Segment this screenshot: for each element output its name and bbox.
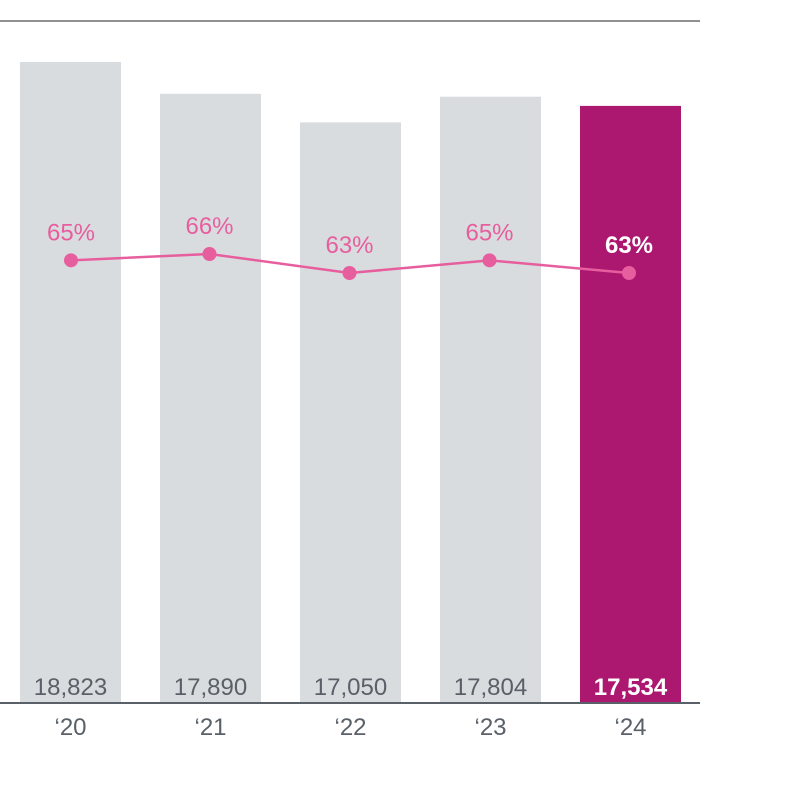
line-value-label-0: 65% bbox=[47, 219, 95, 246]
line-value-label-3: 65% bbox=[465, 219, 513, 246]
bar-value-label-3: 17,804 bbox=[454, 674, 527, 701]
x-tick-label-3: ‘23 bbox=[474, 714, 506, 741]
bar-0 bbox=[20, 62, 121, 703]
line-point-0 bbox=[64, 253, 78, 268]
line-layer bbox=[64, 247, 636, 280]
x-tick-label-2: ‘22 bbox=[334, 714, 366, 741]
labels-layer: 18,823 17,890 17,050 17,804 17,534 65% 66% 63% 6… bbox=[34, 213, 668, 701]
bar-value-label-2: 17,050 bbox=[314, 674, 387, 701]
bars-layer bbox=[20, 62, 681, 704]
bar-3 bbox=[440, 96, 541, 703]
x-tick-label-1: ‘21 bbox=[194, 714, 226, 741]
bar-value-label-4: 17,534 bbox=[594, 674, 668, 701]
line-point-4 bbox=[622, 266, 636, 280]
x-axis-labels: ‘20 ‘21 ‘22 ‘23 ‘24 bbox=[54, 714, 646, 741]
bar-4 bbox=[580, 105, 681, 704]
bar-value-label-1: 17,890 bbox=[174, 674, 247, 701]
line-value-label-4: 63% bbox=[605, 232, 653, 259]
line-value-label-2: 63% bbox=[325, 232, 373, 259]
line-value-label-1: 66% bbox=[185, 213, 233, 240]
bar-value-label-0: 18,823 bbox=[34, 674, 107, 701]
bar-1 bbox=[160, 93, 261, 703]
line-point-1 bbox=[202, 247, 217, 261]
line-point-2 bbox=[342, 266, 357, 280]
bar-2 bbox=[300, 122, 401, 704]
x-tick-label-0: ‘20 bbox=[54, 714, 86, 741]
x-tick-label-4: ‘24 bbox=[614, 714, 646, 741]
line-point-3 bbox=[482, 253, 497, 268]
